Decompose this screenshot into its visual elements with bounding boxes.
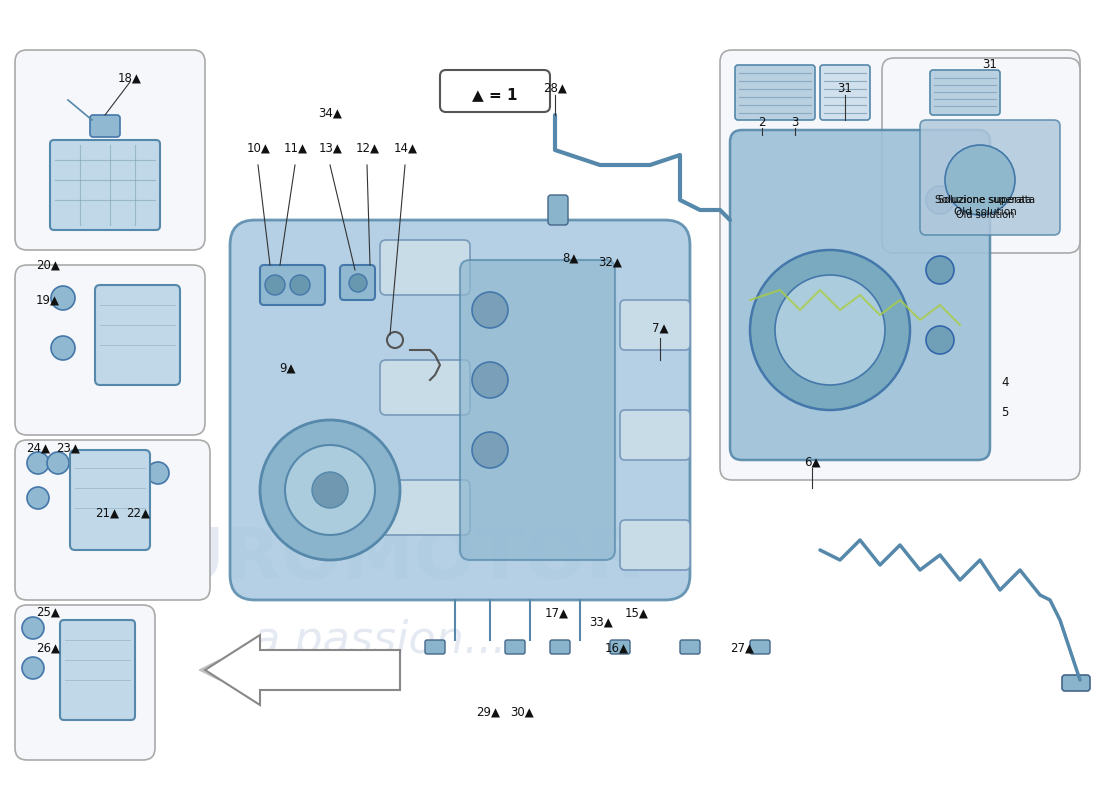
- Circle shape: [22, 617, 44, 639]
- FancyBboxPatch shape: [15, 440, 210, 600]
- Text: 2: 2: [758, 117, 766, 130]
- FancyBboxPatch shape: [15, 50, 205, 250]
- Circle shape: [750, 250, 910, 410]
- Text: 8▲: 8▲: [562, 251, 579, 265]
- Circle shape: [28, 452, 50, 474]
- Text: 17▲: 17▲: [544, 606, 569, 619]
- Circle shape: [147, 462, 169, 484]
- FancyBboxPatch shape: [50, 140, 160, 230]
- Text: 33▲: 33▲: [590, 615, 613, 629]
- Text: 14▲: 14▲: [394, 142, 418, 154]
- Circle shape: [349, 274, 367, 292]
- Circle shape: [926, 256, 954, 284]
- Text: 13▲: 13▲: [319, 142, 343, 154]
- Text: 22▲: 22▲: [126, 506, 150, 519]
- FancyBboxPatch shape: [882, 58, 1080, 253]
- Text: 32▲: 32▲: [598, 255, 622, 269]
- FancyBboxPatch shape: [460, 260, 615, 560]
- Text: 18▲: 18▲: [118, 71, 142, 85]
- Text: Old solution: Old solution: [956, 210, 1014, 220]
- Text: 31: 31: [837, 82, 852, 94]
- FancyArrow shape: [205, 635, 400, 705]
- Text: 31: 31: [982, 58, 998, 71]
- Circle shape: [472, 432, 508, 468]
- Text: 19▲: 19▲: [36, 294, 60, 306]
- Circle shape: [22, 657, 44, 679]
- Text: 15▲: 15▲: [625, 606, 649, 619]
- Text: 7▲: 7▲: [651, 322, 669, 334]
- Text: ▲ = 1: ▲ = 1: [472, 87, 518, 102]
- FancyBboxPatch shape: [620, 520, 690, 570]
- Circle shape: [926, 186, 954, 214]
- FancyBboxPatch shape: [260, 265, 324, 305]
- FancyBboxPatch shape: [379, 480, 470, 535]
- Text: a passion...: a passion...: [253, 618, 507, 662]
- Circle shape: [926, 326, 954, 354]
- Text: 24▲: 24▲: [26, 442, 50, 454]
- FancyBboxPatch shape: [60, 620, 135, 720]
- Text: 34▲: 34▲: [318, 106, 342, 119]
- Text: 30▲: 30▲: [510, 706, 534, 718]
- FancyBboxPatch shape: [425, 640, 446, 654]
- FancyBboxPatch shape: [379, 240, 470, 295]
- FancyBboxPatch shape: [379, 360, 470, 415]
- FancyBboxPatch shape: [440, 70, 550, 112]
- Text: 5: 5: [1001, 406, 1009, 419]
- FancyBboxPatch shape: [15, 265, 205, 435]
- FancyBboxPatch shape: [1062, 675, 1090, 691]
- Text: 10▲: 10▲: [248, 142, 271, 154]
- FancyBboxPatch shape: [230, 220, 690, 600]
- Text: Soluzione superata
Old solution: Soluzione superata Old solution: [935, 195, 1035, 217]
- FancyBboxPatch shape: [505, 640, 525, 654]
- FancyBboxPatch shape: [720, 50, 1080, 480]
- FancyBboxPatch shape: [620, 410, 690, 460]
- Text: Soluzione superata: Soluzione superata: [938, 195, 1032, 205]
- FancyBboxPatch shape: [90, 115, 120, 137]
- Text: EUROMOTOR: EUROMOTOR: [118, 526, 642, 594]
- Text: 16▲: 16▲: [605, 642, 629, 654]
- Text: 4: 4: [1001, 377, 1009, 390]
- Text: 21▲: 21▲: [95, 506, 119, 519]
- Text: 25▲: 25▲: [36, 606, 59, 618]
- FancyBboxPatch shape: [610, 640, 630, 654]
- Text: 11▲: 11▲: [284, 142, 308, 154]
- Text: 6▲: 6▲: [804, 455, 821, 469]
- FancyBboxPatch shape: [730, 130, 990, 460]
- FancyBboxPatch shape: [735, 65, 815, 120]
- Circle shape: [265, 275, 285, 295]
- FancyBboxPatch shape: [15, 605, 155, 760]
- FancyBboxPatch shape: [930, 70, 1000, 115]
- Circle shape: [51, 286, 75, 310]
- FancyBboxPatch shape: [550, 640, 570, 654]
- Text: 9▲: 9▲: [279, 362, 296, 374]
- Circle shape: [776, 275, 886, 385]
- FancyBboxPatch shape: [620, 300, 690, 350]
- Text: 29▲: 29▲: [476, 706, 501, 718]
- Circle shape: [472, 362, 508, 398]
- Circle shape: [47, 452, 69, 474]
- Text: 23▲: 23▲: [56, 442, 80, 454]
- FancyBboxPatch shape: [920, 120, 1060, 235]
- FancyBboxPatch shape: [820, 65, 870, 120]
- Text: 12▲: 12▲: [356, 142, 380, 154]
- Circle shape: [28, 487, 50, 509]
- FancyBboxPatch shape: [750, 640, 770, 654]
- FancyBboxPatch shape: [70, 450, 150, 550]
- Text: 26▲: 26▲: [36, 642, 60, 654]
- FancyBboxPatch shape: [340, 265, 375, 300]
- Circle shape: [472, 292, 508, 328]
- FancyBboxPatch shape: [680, 640, 700, 654]
- Circle shape: [51, 336, 75, 360]
- FancyBboxPatch shape: [95, 285, 180, 385]
- Circle shape: [945, 145, 1015, 215]
- Text: 27▲: 27▲: [730, 642, 754, 654]
- Circle shape: [312, 472, 348, 508]
- Circle shape: [260, 420, 400, 560]
- Circle shape: [290, 275, 310, 295]
- Text: 28▲: 28▲: [543, 82, 566, 94]
- Circle shape: [285, 445, 375, 535]
- FancyBboxPatch shape: [548, 195, 568, 225]
- Text: 20▲: 20▲: [36, 258, 59, 271]
- Text: 3: 3: [791, 117, 799, 130]
